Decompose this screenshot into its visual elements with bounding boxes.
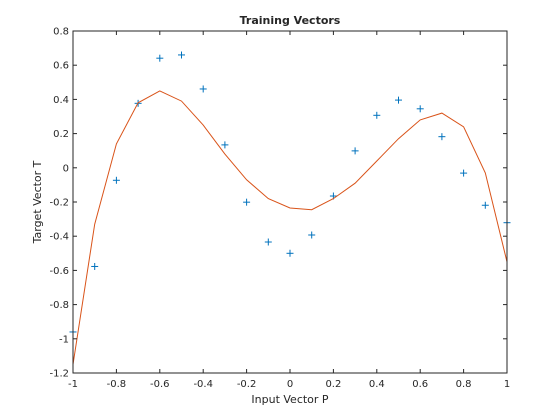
data-point-marker bbox=[91, 262, 99, 270]
y-tick-label: -0.4 bbox=[49, 232, 69, 243]
data-point-marker bbox=[112, 176, 120, 184]
data-point-marker bbox=[264, 238, 272, 246]
data-point-marker bbox=[438, 133, 446, 141]
x-tick-label: -0.8 bbox=[107, 379, 127, 390]
data-point-marker bbox=[395, 96, 402, 104]
y-tick-label: 0.6 bbox=[53, 61, 69, 72]
data-point-marker bbox=[243, 198, 251, 206]
data-point-marker bbox=[416, 105, 424, 113]
data-point-marker bbox=[373, 111, 381, 119]
y-tick-label: -0.6 bbox=[49, 266, 69, 277]
x-tick-label: 0 bbox=[287, 379, 293, 390]
plot-area bbox=[73, 31, 507, 373]
x-tick-label: -0.2 bbox=[237, 379, 257, 390]
y-tick-label: -0.2 bbox=[49, 198, 69, 209]
y-tick-label: 0.2 bbox=[53, 129, 69, 140]
data-point-marker bbox=[286, 249, 294, 257]
data-point-marker bbox=[199, 85, 207, 93]
data-point-marker bbox=[460, 169, 468, 177]
x-tick-label: 0.6 bbox=[412, 379, 428, 390]
y-axis-label: Target Vector T bbox=[31, 160, 44, 244]
x-tick-label: -0.6 bbox=[150, 379, 170, 390]
data-point-marker bbox=[221, 141, 229, 149]
x-axis-label: Input Vector P bbox=[251, 393, 329, 406]
x-tick-label: 0.4 bbox=[369, 379, 385, 390]
y-tick-label: 0 bbox=[63, 163, 69, 174]
fit-line bbox=[72, 90, 508, 365]
chart-title: Training Vectors bbox=[240, 14, 341, 27]
data-point-marker bbox=[178, 51, 185, 59]
x-tick-label: 1 bbox=[504, 379, 510, 390]
y-tick-label: -1 bbox=[59, 334, 69, 345]
x-tick-label: 0.2 bbox=[325, 379, 341, 390]
data-point-marker bbox=[156, 54, 164, 62]
axes-layer: -1 -0.8 -0.6 -0.4 -0.2 0 0.2 0.4 0.6 0.8 1-1.2-1-0… bbox=[49, 27, 510, 391]
data-point-marker bbox=[308, 231, 316, 239]
y-tick-label: -1.2 bbox=[49, 369, 69, 380]
y-tick-label: 0.8 bbox=[53, 27, 69, 38]
data-point-marker bbox=[481, 201, 489, 209]
y-tick-label: 0.4 bbox=[53, 95, 69, 106]
x-tick-label: 0.8 bbox=[456, 379, 472, 390]
series-layer bbox=[69, 51, 511, 365]
x-tick-label: -1 bbox=[68, 379, 78, 390]
x-tick-label: -0.4 bbox=[193, 379, 213, 390]
y-tick-label: -0.8 bbox=[49, 300, 69, 311]
data-point-marker bbox=[351, 147, 359, 155]
